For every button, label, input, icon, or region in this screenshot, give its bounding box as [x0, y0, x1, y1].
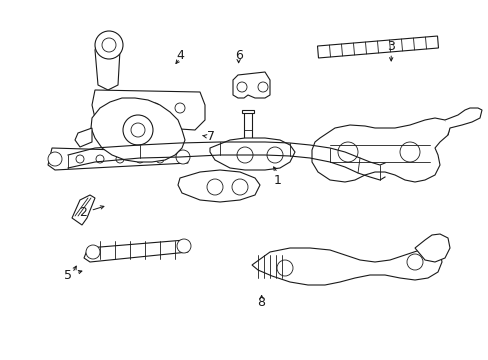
- Circle shape: [177, 239, 191, 253]
- Text: 1: 1: [273, 174, 281, 186]
- Circle shape: [86, 245, 100, 259]
- Text: 4: 4: [176, 49, 183, 62]
- Circle shape: [120, 103, 130, 113]
- Polygon shape: [414, 234, 449, 262]
- Text: 5: 5: [64, 269, 72, 282]
- Polygon shape: [48, 148, 187, 170]
- Polygon shape: [84, 240, 187, 262]
- Circle shape: [76, 155, 84, 163]
- Circle shape: [244, 144, 251, 152]
- Circle shape: [96, 155, 104, 163]
- Polygon shape: [251, 248, 441, 285]
- Polygon shape: [209, 138, 294, 170]
- Polygon shape: [145, 126, 164, 140]
- Circle shape: [237, 82, 246, 92]
- Circle shape: [150, 103, 160, 113]
- Polygon shape: [95, 35, 120, 90]
- Text: 8: 8: [257, 296, 265, 309]
- Polygon shape: [317, 36, 438, 58]
- Polygon shape: [311, 118, 449, 182]
- Polygon shape: [244, 112, 251, 148]
- Polygon shape: [91, 98, 184, 162]
- Text: 7: 7: [207, 130, 215, 143]
- Text: 6: 6: [234, 49, 242, 62]
- Circle shape: [48, 152, 62, 166]
- Circle shape: [116, 155, 124, 163]
- Circle shape: [131, 123, 145, 137]
- Circle shape: [175, 103, 184, 113]
- Polygon shape: [75, 128, 92, 147]
- Circle shape: [258, 82, 267, 92]
- Circle shape: [231, 179, 247, 195]
- Polygon shape: [178, 170, 260, 202]
- Polygon shape: [242, 110, 253, 113]
- Circle shape: [266, 147, 283, 163]
- Circle shape: [406, 254, 422, 270]
- Circle shape: [156, 155, 163, 163]
- Polygon shape: [72, 195, 95, 225]
- Circle shape: [176, 150, 190, 164]
- Circle shape: [206, 179, 223, 195]
- Text: 2: 2: [79, 206, 87, 219]
- Polygon shape: [444, 108, 481, 135]
- Circle shape: [123, 115, 153, 145]
- Circle shape: [237, 147, 252, 163]
- Text: 3: 3: [386, 40, 394, 53]
- Polygon shape: [232, 72, 269, 98]
- Circle shape: [136, 155, 143, 163]
- Circle shape: [102, 38, 116, 52]
- Polygon shape: [92, 90, 204, 130]
- Circle shape: [95, 31, 123, 59]
- Circle shape: [337, 142, 357, 162]
- Circle shape: [399, 142, 419, 162]
- Circle shape: [276, 260, 292, 276]
